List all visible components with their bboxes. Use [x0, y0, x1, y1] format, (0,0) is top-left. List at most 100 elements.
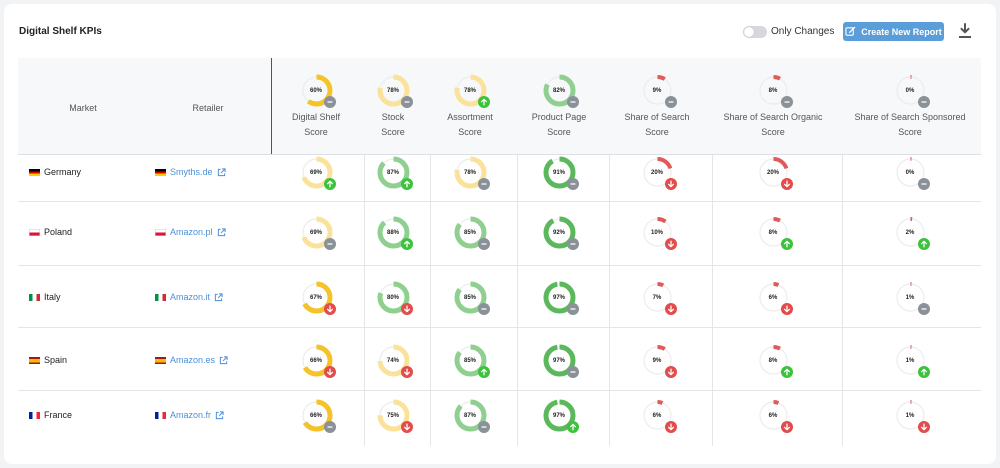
gauge-percent: 6%	[768, 412, 778, 419]
cell-divider	[430, 327, 431, 390]
flag-icon	[29, 228, 40, 236]
trend-down-icon	[400, 421, 413, 433]
gauge-arc	[757, 157, 789, 188]
trend-neutral-icon	[566, 303, 579, 315]
gauge-arc	[894, 217, 926, 248]
gauge-percent: 20%	[766, 169, 779, 176]
retailer-name: Amazon.pl	[170, 227, 213, 237]
flag-icon	[29, 168, 40, 176]
kpi-gauge: 66%	[300, 344, 336, 378]
kpi-gauge: 10%	[641, 216, 677, 250]
gauge-percent: 0%	[905, 169, 915, 176]
market-name: Germany	[44, 167, 82, 177]
retailer-link[interactable]: Amazon.pl	[155, 227, 226, 237]
gauge-percent: 0%	[905, 87, 915, 94]
cell-divider	[364, 327, 365, 390]
column-header-subtitle: Score	[898, 127, 922, 137]
retailer-link[interactable]: Smyths.de	[155, 167, 226, 177]
column-header-title: Digital Shelf	[291, 112, 341, 122]
gauge-arc	[641, 217, 673, 248]
external-link-icon[interactable]	[215, 410, 224, 420]
cell-divider	[609, 201, 610, 265]
gauge-arc	[757, 217, 789, 248]
gauge-arc	[641, 75, 673, 106]
external-link-icon[interactable]	[217, 227, 226, 237]
column-header-title: Share of Search Organic	[723, 112, 823, 122]
external-link-icon[interactable]	[219, 355, 228, 365]
trend-neutral-icon	[323, 238, 336, 250]
header-gauge-7: 0%	[894, 74, 930, 108]
column-header-kpi: Share of Search Score	[606, 110, 709, 140]
trend-up-icon	[566, 421, 579, 433]
gauge-arc	[454, 399, 486, 432]
column-header-title: Stock	[381, 112, 405, 122]
kpi-gauge: 97%	[543, 399, 579, 433]
gauge-arc	[377, 74, 409, 107]
gauge-arc	[894, 75, 926, 106]
trend-neutral-icon	[917, 96, 930, 108]
retailer-link[interactable]: Amazon.it	[155, 292, 223, 302]
kpi-gauge: 0%	[894, 156, 930, 190]
gauge-percent: 97%	[552, 412, 565, 419]
kpi-card: Digital Shelf KPIs Only Changes Create N…	[4, 4, 996, 464]
kpi-gauge: 92%	[543, 216, 579, 250]
download-icon[interactable]	[958, 23, 972, 39]
cell-divider	[430, 155, 431, 201]
page-title: Digital Shelf KPIs	[19, 26, 102, 37]
create-new-report-button[interactable]: Create New Report	[843, 22, 944, 41]
gauge-arc	[454, 344, 486, 377]
column-header-subtitle: Score	[304, 127, 328, 137]
kpi-gauge: 66%	[300, 399, 336, 433]
kpi-gauge: 85%	[454, 281, 490, 315]
gauge-percent: 10%	[650, 229, 663, 236]
gauge-percent: 87%	[386, 169, 399, 176]
only-changes-toggle[interactable]	[743, 26, 767, 38]
row-separator	[18, 265, 981, 266]
gauge-arc	[543, 156, 575, 189]
gauge-percent: 60%	[309, 87, 322, 94]
kpi-gauge: 97%	[543, 344, 579, 378]
gauge-arc	[894, 282, 926, 313]
market-cell: Germany	[29, 167, 81, 177]
gauge-percent: 75%	[386, 412, 399, 419]
gauge-percent: 78%	[386, 87, 399, 94]
gauge-arc	[377, 216, 409, 249]
column-header-title: Share of Search	[624, 112, 690, 122]
gauge-arc	[300, 344, 332, 377]
kpi-gauge: 80%	[377, 281, 413, 315]
gauge-percent: 97%	[552, 357, 565, 364]
cell-divider	[430, 265, 431, 327]
gauge-percent: 69%	[309, 169, 322, 176]
column-header-subtitle: Score	[458, 127, 482, 137]
flag-icon	[155, 228, 166, 236]
cell-divider	[517, 265, 518, 327]
kpi-gauge: 9%	[641, 344, 677, 378]
gauge-percent: 74%	[386, 357, 399, 364]
column-header-retailer: Retailer	[192, 103, 224, 113]
gauge-arc	[894, 345, 926, 376]
external-link-icon[interactable]	[217, 167, 226, 177]
flag-icon	[155, 293, 166, 301]
market-cell: Italy	[29, 292, 61, 302]
gauge-arc	[757, 345, 789, 376]
retailer-name: Amazon.es	[170, 355, 216, 365]
trend-up-icon	[917, 366, 930, 378]
gauge-arc	[543, 281, 575, 314]
trend-down-icon	[664, 303, 677, 315]
external-link-icon[interactable]	[214, 292, 223, 302]
cell-divider	[430, 390, 431, 446]
retailer-link[interactable]: Amazon.es	[155, 355, 228, 365]
trend-neutral-icon	[323, 96, 336, 108]
header-divider	[271, 58, 272, 155]
column-header-subtitle: Score	[381, 127, 405, 137]
gauge-arc	[641, 345, 673, 376]
gauge-percent: 2%	[905, 229, 915, 236]
flag-icon	[29, 293, 40, 301]
retailer-link[interactable]: Amazon.fr	[155, 410, 224, 420]
cell-divider	[712, 327, 713, 390]
gauge-percent: 9%	[652, 87, 662, 94]
trend-neutral-icon	[477, 303, 490, 315]
gauge-percent: 85%	[463, 357, 476, 364]
trend-up-icon	[477, 96, 490, 108]
trend-neutral-icon	[566, 238, 579, 250]
